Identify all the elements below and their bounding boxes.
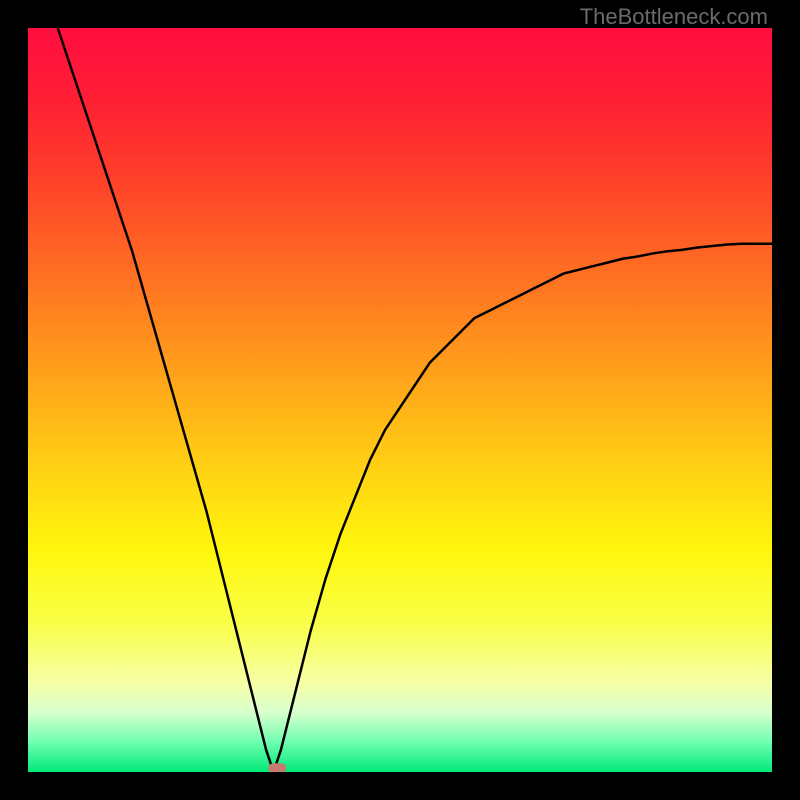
chart-background: [28, 28, 772, 772]
bottleneck-chart: [28, 28, 772, 772]
watermark-text: TheBottleneck.com: [580, 4, 768, 30]
chart-container: [28, 28, 772, 772]
optimum-marker: [268, 763, 286, 772]
